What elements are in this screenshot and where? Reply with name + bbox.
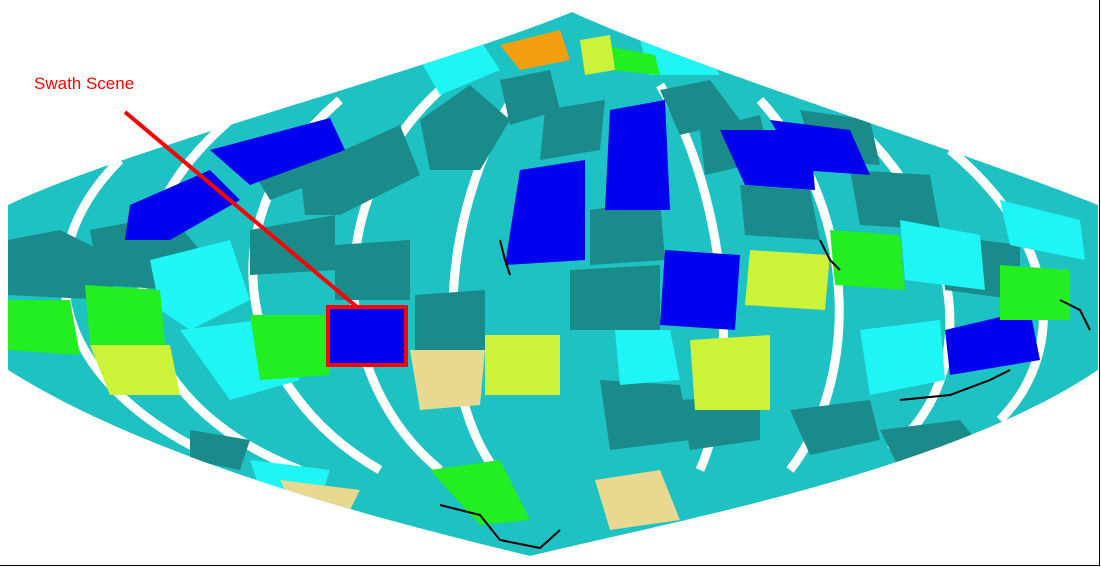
segment-blue: [770, 120, 870, 175]
segment-green: [430, 460, 530, 525]
segment-teal: [335, 240, 410, 300]
segment-teal: [590, 200, 665, 265]
segment-yellowgreen: [485, 335, 560, 395]
coastline: [1059, 299, 1091, 331]
segment-teal: [660, 80, 740, 135]
coastline: [439, 504, 561, 550]
segment-yellowgreen: [745, 250, 830, 310]
segment-green: [250, 315, 330, 380]
segment-teal: [570, 265, 660, 330]
segment-cyan: [860, 320, 945, 395]
coastline: [899, 369, 1011, 401]
segment-teal: [740, 185, 820, 240]
segment-teal: [8, 230, 120, 300]
segment-cyan: [900, 220, 985, 290]
segment-green: [830, 230, 905, 290]
segment-blue: [660, 250, 740, 330]
segment-green: [1000, 265, 1070, 320]
segment-blue: [210, 118, 345, 185]
segment-blue: [945, 310, 1040, 375]
segment-blue: [605, 100, 670, 210]
coastlines: [439, 239, 1091, 550]
band-gap-7: [846, 116, 955, 454]
segment-teal: [190, 430, 250, 470]
segment-green: [8, 300, 80, 355]
segment-cyan: [615, 330, 680, 385]
segment-teal: [790, 400, 880, 455]
segment-blue: [125, 170, 240, 240]
segment-yellowgreen: [580, 35, 615, 75]
segment-tan: [595, 470, 680, 530]
swath-scene-highlight[interactable]: [326, 305, 408, 367]
segment-tan: [410, 350, 485, 410]
segment-cyan: [150, 240, 250, 330]
segment-green: [85, 285, 165, 345]
segment-green: [600, 45, 660, 75]
segment-orange: [500, 30, 570, 70]
segment-teal: [540, 100, 605, 160]
segment-cyan: [1000, 200, 1085, 260]
swath-scene-label: Swath Scene: [34, 74, 135, 93]
segment-teal: [850, 170, 940, 230]
segment-teal: [880, 420, 980, 470]
segment-teal: [600, 380, 690, 450]
coastline: [499, 239, 511, 276]
swath-bands: [8, 12, 1098, 556]
segment-teal: [300, 125, 420, 215]
segment-tan: [280, 480, 360, 510]
segment-yellowgreen: [690, 335, 770, 410]
segment-yellowgreen: [90, 345, 180, 395]
segment-teal: [420, 85, 510, 170]
segment-blue: [505, 160, 585, 265]
segment-teal: [415, 290, 485, 350]
callout-leader-line: [123, 110, 359, 309]
segment-teal: [250, 215, 335, 275]
coastline: [819, 239, 841, 271]
